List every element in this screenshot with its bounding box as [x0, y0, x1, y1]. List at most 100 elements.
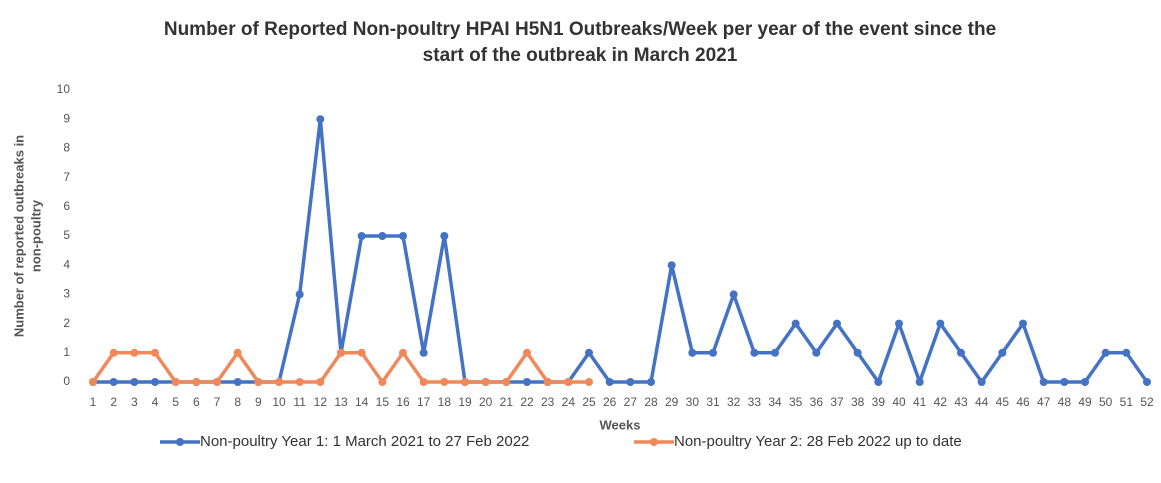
y-axis-title: Number of reported outbreaks in [11, 135, 26, 337]
x-tick-label: 14 [355, 395, 369, 409]
data-point [275, 378, 283, 386]
data-point [791, 319, 800, 328]
x-tick-label: 12 [314, 395, 328, 409]
data-point [1039, 378, 1048, 386]
x-tick-label: 38 [851, 395, 865, 409]
x-tick-label: 13 [334, 395, 348, 409]
data-point [915, 378, 924, 386]
x-tick-label: 25 [582, 395, 596, 409]
x-tick-label: 51 [1120, 395, 1134, 409]
data-point [254, 378, 263, 386]
data-point [316, 378, 325, 386]
data-point [1019, 319, 1027, 328]
x-tick-label: 47 [1037, 395, 1051, 409]
x-tick-label: 11 [293, 395, 306, 409]
x-tick-label: 1 [90, 395, 97, 409]
y-tick-label: 0 [63, 374, 70, 388]
x-tick-label: 8 [234, 395, 241, 409]
data-point [419, 378, 428, 386]
x-tick-label: 28 [644, 395, 658, 409]
y-axis-title: non-poultry [28, 199, 43, 272]
x-tick-label: 7 [214, 395, 221, 409]
data-point [647, 378, 655, 386]
data-point [936, 319, 945, 328]
data-point [874, 378, 883, 386]
data-point [729, 290, 738, 299]
x-tick-label: 49 [1078, 395, 1092, 409]
x-tick-label: 9 [255, 395, 262, 409]
chart-title: Number of Reported Non-poultry HPAI H5N1… [164, 19, 996, 40]
y-tick-label: 3 [63, 287, 70, 301]
x-tick-label: 30 [686, 395, 700, 409]
data-point [419, 348, 428, 357]
x-tick-label: 46 [1016, 395, 1030, 409]
x-tick-label: 22 [520, 395, 534, 409]
data-point [998, 348, 1007, 357]
y-tick-label: 9 [63, 111, 70, 125]
data-point [502, 378, 511, 386]
y-tick-label: 1 [63, 345, 70, 359]
x-tick-label: 20 [479, 395, 493, 409]
data-point [585, 378, 593, 386]
x-tick-label: 50 [1099, 395, 1113, 409]
x-tick-label: 18 [438, 395, 452, 409]
data-point [109, 348, 118, 357]
x-tick-label: 4 [152, 395, 159, 409]
y-tick-label: 5 [63, 228, 70, 242]
data-point [378, 378, 387, 386]
y-tick-label: 7 [63, 170, 70, 184]
data-point [109, 378, 118, 386]
legend-marker [176, 438, 184, 446]
data-point [151, 378, 159, 386]
data-point [399, 232, 407, 240]
x-tick-label: 34 [768, 395, 782, 409]
data-point [171, 378, 180, 386]
data-point [605, 378, 614, 386]
x-tick-label: 37 [830, 395, 844, 409]
x-tick-label: 31 [706, 395, 720, 409]
y-tick-label: 2 [63, 316, 70, 330]
y-tick-label: 4 [63, 257, 70, 271]
x-tick-label: 41 [913, 395, 927, 409]
x-tick-label: 32 [727, 395, 741, 409]
x-tick-label: 36 [810, 395, 824, 409]
data-point [771, 348, 779, 357]
x-tick-label: 16 [396, 395, 410, 409]
data-point [626, 378, 635, 386]
x-tick-label: 33 [748, 395, 762, 409]
x-tick-label: 29 [665, 395, 679, 409]
x-tick-label: 23 [541, 395, 555, 409]
x-tick-label: 35 [789, 395, 803, 409]
x-tick-label: 44 [975, 395, 989, 409]
data-point [233, 378, 242, 386]
data-point [977, 378, 986, 386]
x-tick-label: 3 [131, 395, 138, 409]
data-point [295, 378, 304, 386]
x-tick-label: 24 [562, 395, 576, 409]
data-point [1101, 348, 1110, 357]
data-point [957, 348, 965, 357]
data-point [130, 378, 139, 386]
chart-title: start of the outbreak in March 2021 [423, 45, 738, 66]
x-tick-label: 17 [417, 395, 431, 409]
data-point [895, 319, 903, 328]
data-point [688, 348, 697, 357]
data-point [1081, 378, 1089, 386]
data-point [357, 232, 366, 240]
data-point [750, 348, 759, 357]
data-point [1060, 378, 1069, 386]
data-point [316, 115, 325, 124]
data-point [192, 378, 201, 386]
data-point [481, 378, 490, 386]
data-point [399, 348, 407, 357]
x-tick-label: 21 [500, 395, 514, 409]
x-tick-label: 52 [1140, 395, 1154, 409]
x-tick-label: 2 [110, 395, 117, 409]
data-point [233, 348, 242, 357]
x-tick-label: 27 [624, 395, 638, 409]
x-tick-label: 45 [996, 395, 1010, 409]
series-line [91, 351, 589, 384]
data-point [523, 378, 531, 386]
x-axis-title: Weeks [600, 417, 641, 432]
